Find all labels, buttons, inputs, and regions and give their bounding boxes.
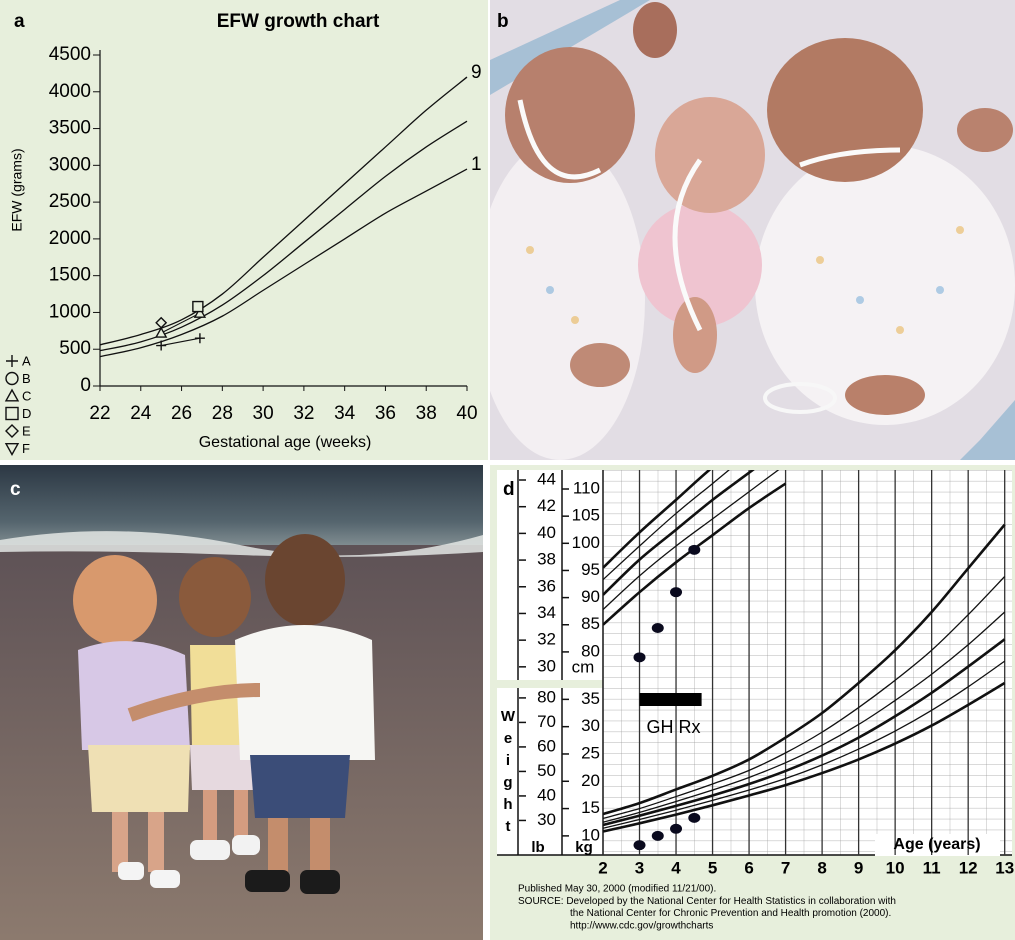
x-tick-label: 36 (375, 403, 396, 424)
x-tick-label: 34 (334, 403, 356, 424)
x-tick-label: 12 (959, 858, 978, 877)
y-tick-label: 500 (59, 338, 91, 359)
photo-babies (475, 0, 1015, 460)
y-tick-label: 34 (537, 603, 556, 622)
y-tick-label: 110 (573, 478, 600, 497)
y-tick-label: 0 (80, 375, 91, 396)
y-axis-label: cm (572, 657, 595, 676)
footnote: SOURCE: Developed by the National Center… (518, 896, 896, 907)
y-tick-label: 95 (581, 560, 600, 579)
x-tick-label: 38 (416, 403, 437, 424)
legend-label: B (22, 371, 31, 386)
y-tick-label: 30 (537, 810, 556, 829)
x-tick-label: 7 (781, 858, 790, 877)
y-tick-label: 20 (581, 771, 600, 790)
panel-label: d (503, 479, 515, 500)
y-axis-label: EFW (grams) (9, 148, 25, 231)
data-point (670, 824, 682, 834)
legend-label: C (22, 388, 31, 403)
y-tick-label: 1500 (49, 265, 91, 286)
y-tick-label: 42 (537, 496, 556, 515)
footnote: the National Center for Chronic Preventi… (570, 908, 891, 919)
data-point (634, 840, 646, 850)
legend-label: E (22, 423, 31, 438)
marker (193, 302, 203, 312)
legend-label: F (22, 441, 30, 456)
y2-axis-label: kg (575, 839, 593, 856)
figure: a b c d 0 500 1000 1500 2000 2500 3000 3500 4000 4500… (0, 0, 1015, 940)
y-tick-label: 40 (537, 785, 556, 804)
data-point (688, 545, 700, 555)
data-point (652, 831, 664, 841)
y-tick-label: 30 (581, 716, 600, 735)
x-axis-label: Gestational age (weeks) (199, 434, 372, 451)
y-tick-label: 80 (537, 687, 556, 706)
y-tick-label: 70 (537, 712, 556, 731)
chart-title: EFW growth chart (217, 11, 380, 32)
photo-children (0, 465, 483, 940)
data-point (670, 587, 682, 597)
legend-label: A (22, 353, 31, 368)
y-tick-label: 100 (572, 533, 600, 552)
x-tick-label: 28 (212, 403, 233, 424)
y-tick-label: 60 (537, 736, 556, 755)
x-tick-label: 6 (744, 858, 753, 877)
x-axis-label: Age (years) (893, 836, 980, 853)
y-tick-label: 90 (581, 587, 600, 606)
y4-axis-label: lb (531, 839, 544, 856)
series-end-label: 9 (471, 62, 482, 83)
y-tick-label: 1000 (49, 301, 91, 322)
x-tick-label: 4 (671, 858, 681, 877)
x-tick-label: 40 (456, 403, 477, 424)
panel-label: c (10, 479, 21, 500)
y-tick-label: 50 (537, 761, 556, 780)
y-tick-label: 15 (581, 798, 600, 817)
x-tick-label: 13 (995, 858, 1014, 877)
y-tick-label: 3000 (49, 154, 91, 175)
y-tick-label: 4500 (49, 44, 91, 65)
legend-label: D (22, 406, 31, 421)
y-tick-label: 40 (537, 523, 556, 542)
x-tick-label: 30 (253, 403, 274, 424)
x-tick-label: 3 (635, 858, 644, 877)
footnote: http://www.cdc.gov/growthcharts (570, 921, 713, 932)
x-tick-label: 9 (854, 858, 863, 877)
y-tick-label: 3500 (49, 118, 91, 139)
y-tick-label: 38 (537, 550, 556, 569)
y-tick-label: 85 (581, 614, 600, 633)
x-tick-label: 32 (293, 403, 314, 424)
y-tick-label: 32 (537, 630, 556, 649)
chart-d-minor-grid (603, 470, 1012, 855)
footnote: Published May 30, 2000 (modified 11/21/0… (518, 884, 716, 895)
y-tick-label: 35 (581, 689, 600, 708)
series-end-label: 1 (471, 154, 482, 175)
panel-label: a (14, 11, 25, 32)
y-tick-label: 2500 (49, 191, 91, 212)
y2-axis-title: Weight (500, 708, 517, 840)
data-point (634, 652, 646, 662)
x-tick-label: 10 (886, 858, 905, 877)
y-tick-label: 105 (572, 506, 600, 525)
x-tick-label: 24 (130, 403, 152, 424)
y-tick-label: 4000 (49, 81, 91, 102)
data-point (652, 623, 664, 633)
x-tick-label: 5 (708, 858, 717, 877)
x-tick-label: 11 (923, 858, 941, 877)
data-point (688, 813, 700, 823)
x-tick-label: 22 (89, 403, 110, 424)
x-tick-label: 2 (598, 858, 607, 877)
y-tick-label: 30 (537, 656, 556, 675)
treatment-bar (640, 693, 702, 706)
y-tick-label: 44 (537, 469, 556, 488)
y-tick-label: 25 (581, 743, 600, 762)
x-tick-label: 8 (817, 858, 826, 877)
x-tick-label: 26 (171, 403, 192, 424)
panel-label: b (497, 11, 509, 32)
y-tick-label: 36 (537, 576, 556, 595)
y-tick-label: 2000 (49, 228, 91, 249)
treatment-label: GH Rx (647, 717, 701, 737)
